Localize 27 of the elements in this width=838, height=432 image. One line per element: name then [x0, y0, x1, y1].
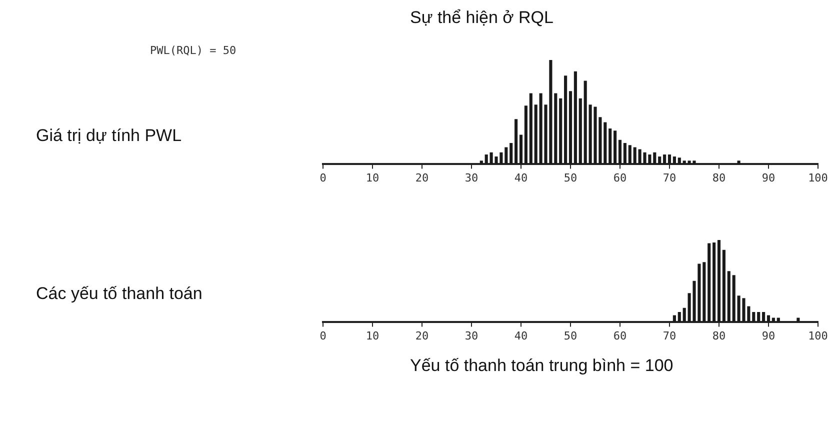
y-axis-title: Các yếu tố thanh toán: [36, 284, 202, 304]
x-tick-label: 10: [366, 171, 380, 184]
x-tick-label: 40: [514, 171, 528, 184]
x-tick-label: 90: [762, 329, 776, 342]
x-tick-label: 60: [613, 329, 627, 342]
x-tick-label: 50: [564, 329, 578, 342]
x-tick-label: 70: [662, 329, 676, 342]
x-tick-label: 80: [712, 171, 726, 184]
x-tick-label: 0: [320, 171, 326, 184]
x-tick-label: 70: [662, 171, 676, 184]
chart-title: Sự thể hiện ở RQL: [410, 8, 554, 28]
text: PWL(RQL) = 50: [150, 44, 236, 57]
x-tick-label: 80: [712, 329, 726, 342]
x-tick-label: 40: [514, 329, 528, 342]
x-tick-label: 30: [464, 329, 478, 342]
x-tick-label: 20: [415, 329, 429, 342]
x-tick-label: 30: [464, 171, 478, 184]
x-tick-label: 10: [366, 329, 380, 342]
x-tick-label: 90: [762, 171, 776, 184]
x-tick-label: 100: [808, 171, 828, 184]
x-tick-label: 50: [564, 171, 578, 184]
x-tick-label: 0: [320, 329, 326, 342]
x-tick-label: 100: [808, 329, 828, 342]
x-tick-label: 60: [613, 171, 627, 184]
y-axis-title: Giá trị dự tính PWL: [36, 126, 182, 146]
text: Yếu tố thanh toán trung bình = 100: [410, 356, 674, 376]
x-tick-label: 20: [415, 171, 429, 184]
